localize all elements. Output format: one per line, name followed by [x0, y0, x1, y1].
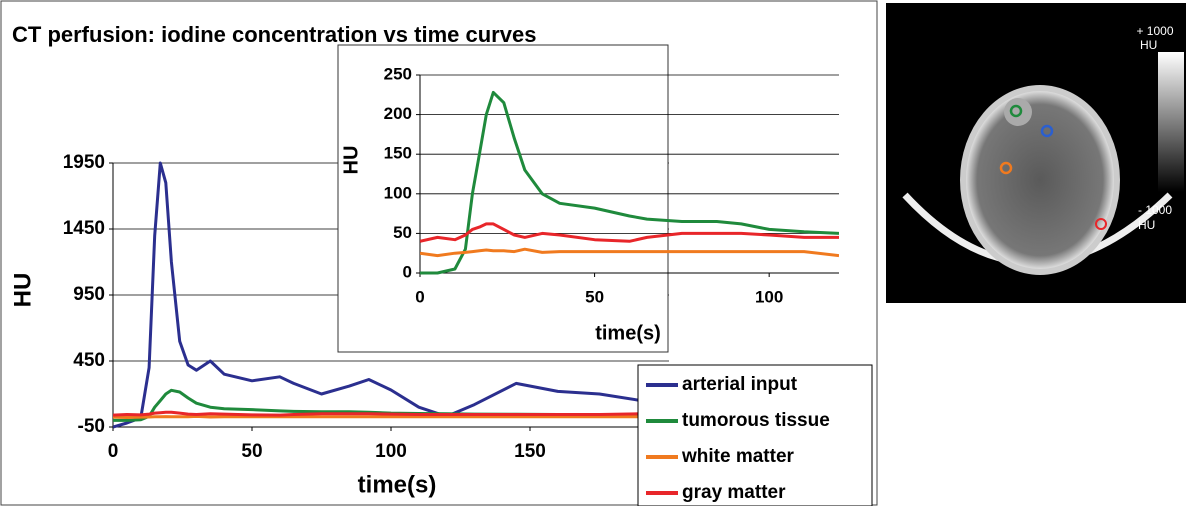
y-tick-label: -50 — [78, 416, 105, 437]
y-tick-label: 150 — [384, 144, 412, 163]
legend-label: tumorous tissue — [682, 410, 830, 431]
series-line — [420, 247, 839, 258]
x-tick-label: 100 — [755, 287, 783, 306]
y-tick-label: 0 — [403, 262, 412, 281]
legend-label: white matter — [681, 446, 795, 467]
y-tick-label: 50 — [393, 223, 412, 242]
scale-min-unit: HU — [1138, 218, 1155, 232]
inset-frame — [337, 44, 669, 353]
legend-label: arterial input — [682, 374, 798, 395]
legend-label: gray matter — [682, 482, 786, 503]
lesion — [1004, 98, 1032, 126]
chart-title: CT perfusion: iodine concentration vs ti… — [12, 22, 536, 47]
ct-image: + 1000 HU - 1000 HU — [886, 3, 1186, 303]
series-line — [420, 222, 839, 243]
inset-plot: 0 50 100 150 200 250 0 50 100 time(s) HU — [340, 64, 839, 344]
y-tick-label: 1950 — [63, 152, 105, 173]
brain — [966, 91, 1114, 269]
y-axis-label: HU — [9, 273, 36, 308]
roi-tumor — [1009, 104, 1023, 118]
y-tick-label: 950 — [73, 284, 105, 305]
x-tick-label: 0 — [415, 287, 424, 306]
roi-arterial — [1040, 124, 1054, 138]
series-line — [420, 90, 839, 275]
x-tick-label: 150 — [514, 441, 546, 462]
scale-max: + 1000 — [1136, 24, 1173, 38]
scale-max-unit: HU — [1140, 38, 1157, 52]
x-tick-label: 50 — [585, 287, 604, 306]
series-line — [113, 414, 642, 419]
y-tick-label: 250 — [384, 64, 412, 83]
y-tick-label: 450 — [73, 350, 105, 371]
y-tick-label: 200 — [384, 104, 412, 123]
gray-scale-bar — [1158, 52, 1184, 192]
x-tick-label: 0 — [108, 441, 119, 462]
x-tick-label: 50 — [241, 441, 262, 462]
x-axis-label: time(s) — [358, 471, 437, 498]
legend-box — [637, 364, 873, 507]
y-tick-label: 100 — [384, 183, 412, 202]
roi-white — [999, 161, 1013, 175]
series-line — [113, 161, 642, 429]
y-tick-label: 1450 — [63, 218, 105, 239]
x-axis-label: time(s) — [595, 322, 661, 344]
y-axis-label: HU — [340, 146, 362, 175]
series-line — [113, 410, 642, 417]
x-tick-label: 100 — [375, 441, 407, 462]
scale-min: - 1000 — [1138, 203, 1172, 217]
roi-gray — [1095, 218, 1107, 230]
